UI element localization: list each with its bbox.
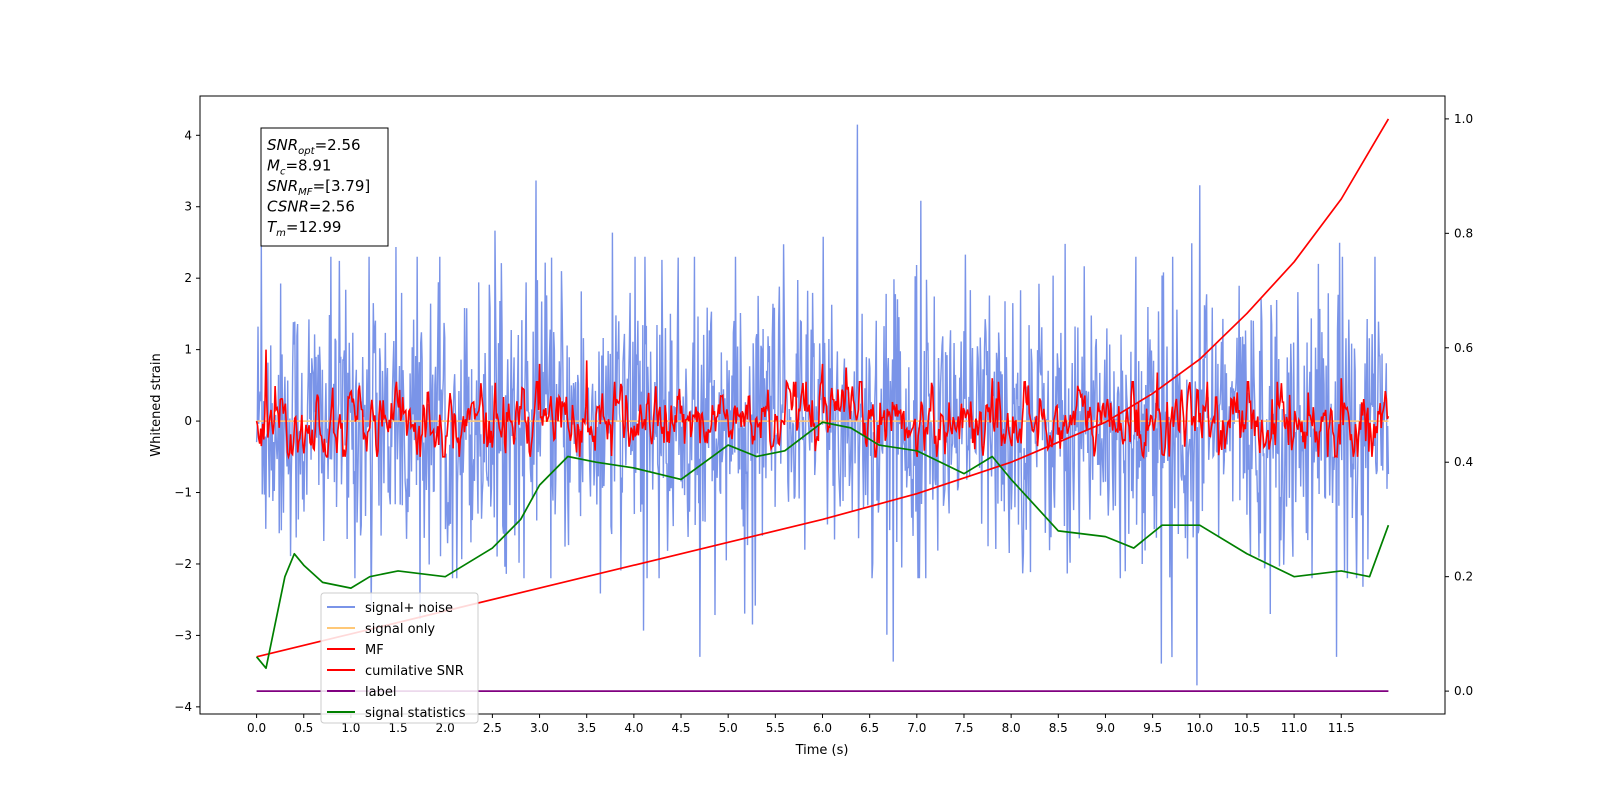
legend-label: signal statistics (365, 706, 466, 721)
x-tick-label: 11.5 (1328, 721, 1355, 735)
stats-symbol: CSNR (267, 198, 309, 216)
y-axis-left: −4 −3 −2 −1 0 1 2 3 4 (174, 128, 200, 714)
y-tick-label: 1 (184, 343, 192, 357)
stats-symbol: SNR (267, 136, 298, 154)
y-tick-label: 4 (184, 128, 192, 142)
x-tick-label: 8.5 (1049, 721, 1068, 735)
stats-symbol: T (267, 218, 278, 236)
x-tick-label: 3.5 (577, 721, 596, 735)
y-tick-label: 2 (184, 271, 192, 285)
x-tick-label: 10.5 (1234, 721, 1261, 735)
x-tick-label: 8.0 (1002, 721, 1021, 735)
y2-tick-label: 0.0 (1454, 684, 1473, 698)
x-tick-label: 5.5 (766, 721, 785, 735)
stats-subscript: m (276, 228, 286, 239)
legend-frame (320, 592, 479, 724)
y-tick-label: −1 (174, 486, 192, 500)
stats-symbol: M (267, 157, 280, 175)
y-axis-label: Whitened strain (149, 353, 164, 456)
legend-label: cumilative SNR (365, 664, 464, 679)
stats-line: CSNR=2.56 (267, 198, 355, 216)
series-signal-noise (255, 124, 1390, 686)
legend-label: signal+ noise (365, 601, 453, 616)
stats-box: SNRopt=2.56Mc=8.91SNRMF=[3.79]CSNR=2.56T… (260, 127, 389, 247)
y-tick-label: 0 (184, 414, 192, 428)
x-tick-label: 5.0 (719, 721, 738, 735)
stats-value: =2.56 (309, 198, 355, 216)
stats-value: =2.56 (315, 136, 361, 154)
series-signal-statistics (255, 421, 1390, 670)
x-tick-label: 6.5 (860, 721, 879, 735)
y-tick-label: −4 (174, 700, 192, 714)
stats-line: Tm=12.99 (267, 218, 341, 239)
y2-tick-label: 0.6 (1454, 341, 1473, 355)
x-tick-label: 0.5 (294, 721, 313, 735)
x-tick-label: 11.0 (1281, 721, 1308, 735)
x-tick-label: 1.0 (341, 721, 360, 735)
x-tick-label: 10.0 (1186, 721, 1213, 735)
y-axis-right: 0.0 0.2 0.4 0.6 0.8 1.0 (1445, 112, 1473, 698)
x-tick-label: 9.5 (1143, 721, 1162, 735)
stats-subscript: c (280, 167, 286, 178)
x-tick-label: 1.5 (389, 721, 408, 735)
y2-tick-label: 0.2 (1454, 570, 1473, 584)
x-tick-label: 7.5 (954, 721, 973, 735)
x-tick-label: 4.5 (671, 721, 690, 735)
stats-line: Mc=8.91 (267, 157, 331, 178)
stats-value: =[3.79] (313, 177, 371, 195)
y2-tick-label: 0.4 (1454, 455, 1473, 469)
x-tick-label: 9.0 (1096, 721, 1115, 735)
y-tick-label: −3 (174, 628, 192, 642)
x-axis-label: Time (s) (795, 743, 849, 758)
x-tick-label: 6.0 (813, 721, 832, 735)
x-tick-label: 4.0 (624, 721, 643, 735)
x-tick-label: 7.0 (907, 721, 926, 735)
stats-box-frame (260, 127, 389, 247)
stats-symbol: SNR (267, 177, 298, 195)
x-axis: 0.0 0.5 1.0 1.5 2.0 2.5 3.0 3.5 4.0 4.5 5.0 5.5 6.0 6… (247, 714, 1355, 735)
stats-value: =12.99 (286, 218, 342, 236)
legend-label: signal only (365, 622, 435, 637)
x-tick-label: 0.0 (247, 721, 266, 735)
stats-subscript: MF (298, 187, 313, 198)
x-tick-label: 2.5 (483, 721, 502, 735)
x-tick-label: 3.0 (530, 721, 549, 735)
stats-value: =8.91 (285, 157, 331, 175)
legend-label: label (365, 685, 396, 700)
legend: signal+ noise signal only MF cumilative SNR… (320, 592, 479, 724)
y-tick-label: 3 (184, 200, 192, 214)
plot-area (255, 118, 1390, 692)
series-cumilative-SNR (256, 118, 1390, 658)
y2-tick-label: 1.0 (1454, 112, 1473, 126)
x-tick-label: 2.0 (436, 721, 455, 735)
stats-line: SNRMF=[3.79] (267, 177, 370, 198)
y2-tick-label: 0.8 (1454, 226, 1473, 240)
legend-label: MF (365, 643, 384, 658)
series-mf (255, 349, 1390, 460)
y-tick-label: −2 (174, 557, 192, 571)
stats-line: SNRopt=2.56 (267, 136, 361, 157)
stats-subscript: opt (298, 146, 315, 157)
